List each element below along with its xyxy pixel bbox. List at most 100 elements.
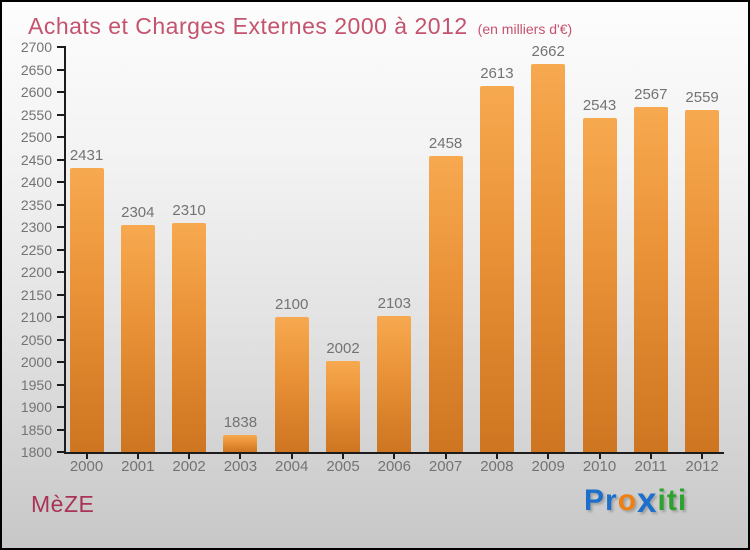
y-axis-tick [57,383,66,386]
chart-title: Achats et Charges Externes 2000 à 2012 [28,13,468,39]
x-axis-label: 2000 [69,458,104,475]
y-axis-tick [57,158,66,161]
chart-header: Achats et Charges Externes 2000 à 2012 (e… [28,13,572,40]
x-axis-tick [547,452,550,459]
y-axis-tick [57,271,66,273]
y-axis-tick [57,68,66,71]
y-axis-label: 2700 [20,39,52,55]
bar-2000 [69,168,104,452]
bar-2005 [326,361,360,452]
y-axis-tick [57,248,66,251]
x-axis-tick [649,452,652,459]
y-axis-label: 1800 [20,444,52,460]
bar-2012 [685,110,720,452]
y-axis-tick [57,428,66,431]
bar-value-label: 2310 [172,201,206,219]
y-axis-label: 2300 [20,219,52,235]
logo-letter: x [637,481,658,520]
bar-value-label: 2100 [275,296,309,313]
x-axis-label: 2012 [685,458,719,475]
y-axis-tick [57,136,66,138]
y-axis-label: 2150 [20,286,52,303]
x-axis-tick [701,452,704,459]
bar-value-label: 2304 [121,204,155,222]
bar-2003 [223,434,258,452]
y-axis-label: 2500 [20,129,52,145]
bar-value-label: 2613 [480,65,514,83]
y-axis-tick [57,293,66,296]
bar-value-label: 1838 [223,413,258,431]
y-axis-label: 2250 [20,241,52,258]
y-axis-label: 2100 [20,309,52,325]
x-axis-tick [495,452,498,459]
y-axis-label: 2050 [20,331,52,348]
logo-letter: t [666,484,678,517]
y-axis-tick [57,181,66,183]
x-axis-label: 2008 [480,458,514,475]
bar-2001 [120,225,155,452]
y-axis-tick [57,91,66,93]
y-axis-label: 2600 [20,84,52,100]
x-axis-tick [239,452,242,459]
x-axis-tick [290,452,293,459]
x-axis-label: 2006 [377,458,411,475]
bar-2009 [531,64,566,452]
y-axis-tick [57,361,66,363]
proxiti-logo[interactable]: Proxiti [584,481,687,520]
x-axis-label: 2002 [172,458,206,475]
x-axis-tick [136,452,139,459]
x-axis-tick [342,452,344,459]
logo-letter: r [605,484,618,517]
y-axis-tick [57,406,66,408]
bar-2007 [428,155,463,452]
x-axis-label: 2003 [223,458,258,475]
bar-value-label: 2458 [428,134,463,152]
logo-letter: P [584,484,606,517]
y-axis-label: 2350 [20,196,52,213]
y-axis-tick [57,203,66,206]
bar-value-label: 2002 [326,340,360,358]
bar-2011 [633,106,668,452]
x-axis-label: 2001 [121,458,155,475]
y-axis-tick [57,226,66,228]
x-axis-tick [598,452,601,459]
y-axis-label: 2650 [20,61,52,78]
bar-2010 [582,117,617,452]
y-axis-label: 2550 [20,106,52,123]
x-axis-label: 2011 [634,458,667,475]
bar-2004 [274,317,309,452]
x-axis-label: 2007 [428,458,463,475]
bar-2002 [172,222,207,452]
x-axis-label: 2004 [275,458,309,475]
y-axis-label: 2200 [20,264,52,280]
y-axis-label: 2400 [20,174,52,190]
x-axis-label: 2005 [326,458,360,475]
y-axis-label: 2450 [20,151,52,168]
bar-value-label: 2567 [634,85,668,103]
x-axis-label: 2009 [531,458,565,475]
y-axis-tick [57,338,66,341]
x-axis-tick [444,452,447,459]
bar-value-label: 2431 [69,147,104,165]
y-axis-label: 1850 [20,421,52,438]
plot-area: 1800 1850 1900 1950 2000 2050 2100 2150 2200 2250… [21,39,724,475]
y-axis-tick [57,451,66,453]
chart-subtitle: (en milliers d'€) [477,21,573,37]
bar-value-label: 2559 [685,89,719,107]
bar-value-label: 2662 [531,43,565,61]
y-axis-label: 2000 [20,354,52,370]
bar-2006 [377,315,412,452]
y-axis-tick [57,113,66,116]
bar-value-label: 2103 [377,294,411,312]
location-label: MèZE [31,491,95,517]
bar-value-label: 2543 [582,96,617,114]
logo-letter: i [657,484,667,517]
y-axis-tick [57,46,66,48]
logo-letter: o [617,484,638,517]
x-axis-tick [188,452,191,459]
x-axis-label: 2010 [582,458,617,475]
y-axis-tick [57,316,66,318]
y-axis-label: 1900 [20,399,52,415]
y-axis-label: 1950 [20,376,52,393]
